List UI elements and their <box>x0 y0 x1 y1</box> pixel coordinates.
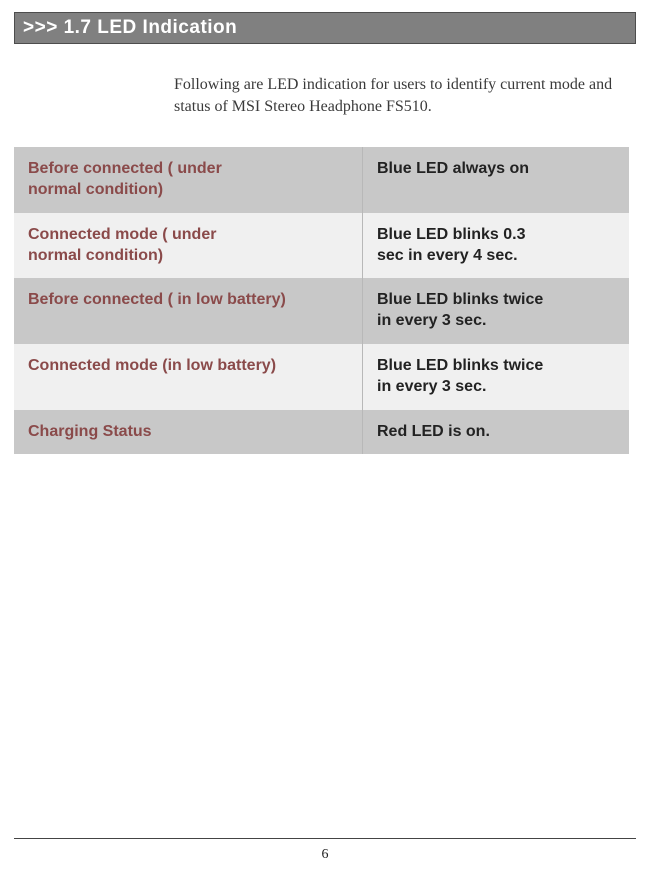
table-row: Before connected ( under normal conditio… <box>14 147 629 213</box>
led-table: Before connected ( under normal conditio… <box>14 147 629 454</box>
table-cell-indication: Blue LED always on <box>363 147 630 213</box>
table-cell-mode: Before connected ( in low battery) <box>14 278 363 344</box>
table-row: Connected mode ( under normal condition)… <box>14 213 629 279</box>
table-row: Connected mode (in low battery)Blue LED … <box>14 344 629 410</box>
table-cell-indication: Blue LED blinks 0.3 sec in every 4 sec. <box>363 213 630 279</box>
section-header: >>> 1.7 LED Indication <box>14 12 636 44</box>
page: >>> 1.7 LED Indication Following are LED… <box>0 0 650 881</box>
table-row: Before connected ( in low battery)Blue L… <box>14 278 629 344</box>
table-cell-indication: Blue LED blinks twice in every 3 sec. <box>363 344 630 410</box>
table-cell-indication: Red LED is on. <box>363 410 630 455</box>
footer-rule <box>14 838 636 839</box>
table-cell-indication: Blue LED blinks twice in every 3 sec. <box>363 278 630 344</box>
table-cell-mode: Charging Status <box>14 410 363 455</box>
intro-text: Following are LED indication for users t… <box>174 74 636 117</box>
table-cell-mode: Connected mode ( under normal condition) <box>14 213 363 279</box>
table-cell-mode: Before connected ( under normal conditio… <box>14 147 363 213</box>
page-number: 6 <box>0 847 650 863</box>
table-cell-mode: Connected mode (in low battery) <box>14 344 363 410</box>
table-row: Charging StatusRed LED is on. <box>14 410 629 455</box>
